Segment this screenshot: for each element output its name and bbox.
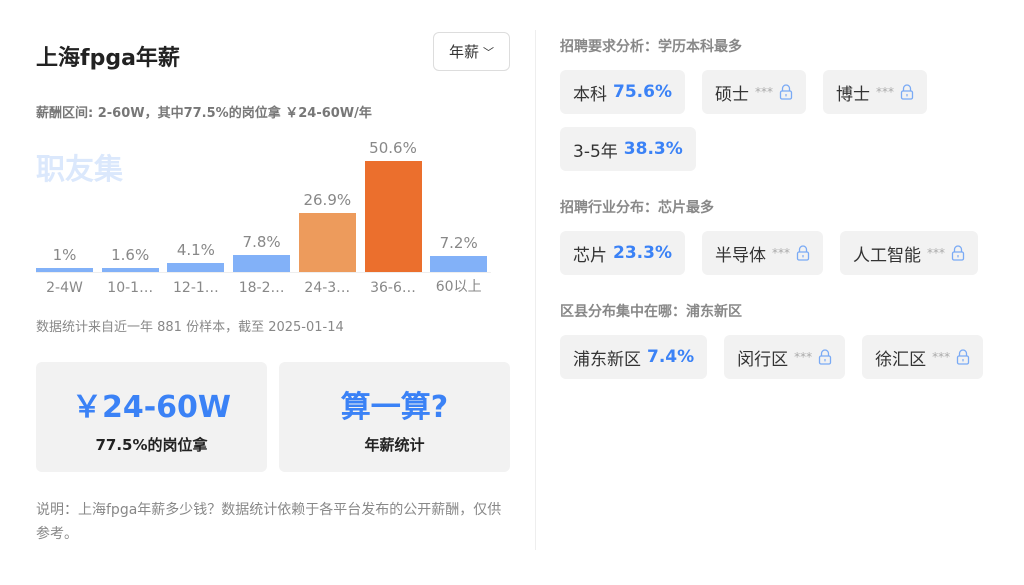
stat-chip[interactable]: 硕士 *** [701,70,806,114]
sample-note: 数据统计来自近一年 881 份样本，截至 2025-01-14 [36,320,344,335]
bar-value-label: 50.6% [369,139,417,157]
analysis-section: 招聘要求分析：学历本科最多本科 75.6% 硕士 *** 博士 *** 3-5年 38.3% [560,36,1024,171]
chip-label: 徐汇区 [875,349,927,370]
chip-hidden-value: *** [771,246,790,260]
x-tick-label: 10-1… [107,280,154,296]
stat-chip[interactable]: 闵行区 *** [724,335,846,379]
salary-distribution-chart: 1% 2-4W 1.6% 10-1… 4.1% 12-1… 7.8% 18-2… 26.9% 24… [36,134,496,304]
bar-5 [364,161,422,272]
chip-list: 浦东新区 7.4% 闵行区 *** 徐汇区 *** [560,335,1024,379]
analysis-panel: 招聘要求分析：学历本科最多 本科 75.6% 硕士 *** 博士 *** 3-5年 38.3% 招… [560,36,1024,405]
chip-list: 本科 75.6% 硕士 *** 博士 *** 3-5年 38.3% [560,70,1024,171]
chip-label: 硕士 [714,84,749,105]
x-tick-label: 12-1… [173,280,219,296]
divider [535,30,536,550]
salary-range-text: 薪酬区间: 2-60W，其中77.5%的岗位拿 ￥24-60W/年 [36,106,372,121]
lock-icon[interactable] [779,84,793,100]
section-title: 招聘要求分析：学历本科最多 [560,39,742,55]
section-title: 区县分布集中在哪：浦东新区 [560,304,742,320]
lock-icon[interactable] [818,349,832,365]
page-title: 上海fpga年薪 [36,46,180,71]
watermark-logo: 职友集 [36,152,124,186]
stat-chip: 芯片 23.3% [560,231,685,275]
lock-icon[interactable] [900,84,914,100]
salary-range-card: ￥24-60W 77.5%的岗位拿 [36,362,267,472]
calculate-card[interactable]: 算一算? 年薪统计 [279,362,510,472]
lock-icon[interactable] [956,349,970,365]
chip-hidden-value: *** [926,246,945,260]
chip-hidden-value: *** [875,85,894,99]
calculate-button[interactable]: 算一算? [340,390,449,425]
bar-2 [167,263,225,272]
bar-3 [233,254,291,272]
chip-label: 本科 [573,84,607,105]
salary-range-value: ￥24-60W [71,390,232,425]
chip-label: 芯片 [573,245,607,266]
bar-value-label: 7.2% [439,234,478,253]
calculate-caption: 年薪统计 [364,436,425,454]
chip-hidden-value: *** [794,350,813,364]
bar-value-label: 7.8% [242,232,281,251]
description: 说明：上海fpga年薪多少钱？数据统计依赖于各平台发布的公开薪酬，仅供参考。 [36,502,502,542]
analysis-section: 区县分布集中在哪：浦东新区浦东新区 7.4% 闵行区 *** 徐汇区 *** [560,301,1024,379]
x-axis [36,272,491,273]
chip-label: 半导体 [714,245,766,266]
chip-label: 人工智能 [852,245,921,266]
stat-chip[interactable]: 半导体 *** [701,231,823,275]
period-select-value: 年薪 [448,43,479,61]
x-tick-label: 2-4W [46,280,83,296]
analysis-section: 招聘行业分布：芯片最多芯片 23.3% 半导体 *** 人工智能 *** [560,197,1024,275]
chip-percent: 23.3% [613,243,672,263]
chip-label: 闵行区 [737,349,789,370]
chip-list: 芯片 23.3% 半导体 *** 人工智能 *** [560,231,1024,275]
stat-chip: 本科 75.6% [560,70,685,114]
lock-icon[interactable] [796,245,810,261]
salary-range-caption: 77.5%的岗位拿 [95,436,208,454]
stat-chip[interactable]: 博士 *** [822,70,927,114]
chip-percent: 38.3% [623,139,683,159]
bar-value-label: 1% [52,246,77,264]
x-tick-label: 36-6… [370,280,416,296]
bar-6 [430,256,488,272]
bar-value-label: 26.9% [303,190,352,209]
x-tick-label: 18-2… [238,280,285,296]
chip-label: 博士 [835,84,870,105]
chip-hidden-value: *** [754,85,773,99]
x-tick-label: 24-3… [304,280,351,296]
chevron-down-icon: ﹀ [483,45,494,59]
chip-percent: 75.6% [613,82,672,102]
chip-label: 3-5年 [573,141,618,162]
chip-hidden-value: *** [932,350,951,364]
bar-1 [101,268,159,272]
lock-icon[interactable] [951,245,965,261]
x-tick-label: 60以上 [435,279,482,295]
bar-value-label: 4.1% [176,241,215,259]
bar-4 [298,213,356,272]
chip-percent: 7.4% [647,347,695,367]
stat-chip: 3-5年 38.3% [560,127,696,171]
chip-label: 浦东新区 [573,349,641,370]
section-title: 招聘行业分布：芯片最多 [560,200,714,216]
period-select[interactable]: 年薪 ﹀ [433,32,510,71]
bar-value-label: 1.6% [111,246,150,264]
stat-chip[interactable]: 人工智能 *** [839,231,978,275]
stat-chip[interactable]: 徐汇区 *** [862,335,984,379]
stat-chip: 浦东新区 7.4% [560,335,708,379]
bar-0 [36,268,93,272]
